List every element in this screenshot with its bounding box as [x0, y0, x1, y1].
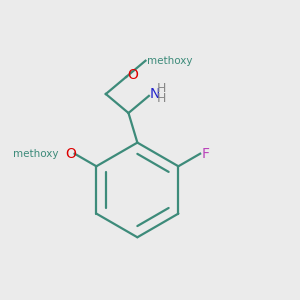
- Text: O: O: [127, 68, 138, 82]
- Text: H: H: [157, 92, 167, 105]
- Text: N: N: [149, 86, 160, 100]
- Text: O: O: [65, 147, 76, 161]
- Text: methoxy: methoxy: [147, 56, 193, 66]
- Text: methoxy: methoxy: [13, 149, 58, 159]
- Text: H: H: [157, 82, 167, 95]
- Text: F: F: [202, 147, 210, 161]
